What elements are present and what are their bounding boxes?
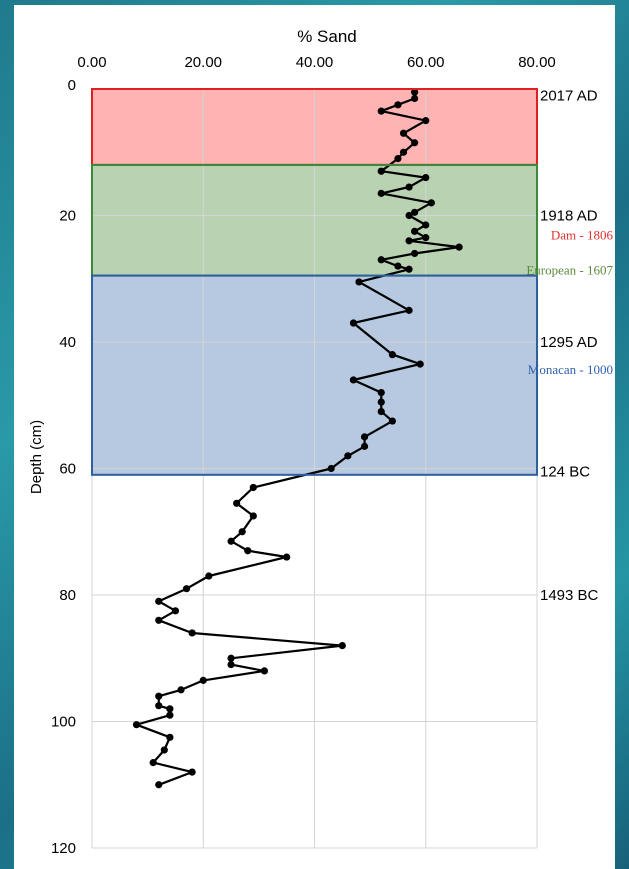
- series-line: [135, 92, 461, 786]
- data-point: [155, 702, 163, 710]
- data-point: [394, 154, 402, 163]
- data-point: [388, 351, 396, 359]
- data-point: [377, 107, 385, 115]
- data-point: [399, 129, 408, 137]
- y-tick-label: 60: [59, 461, 76, 478]
- data-point: [411, 208, 419, 216]
- data-point: [227, 654, 235, 662]
- data-point: [360, 433, 369, 441]
- x-tick-label: 80.00: [518, 54, 556, 71]
- sand-depth-chart: 0.00 20.00 40.00 60.00 80.00020406080100120 …: [28, 27, 613, 857]
- data-point: [411, 227, 419, 235]
- data-point: [182, 585, 191, 593]
- date-label: 124 BC: [540, 464, 590, 481]
- data-point: [149, 759, 157, 767]
- data-point: [411, 88, 419, 96]
- data-point: [344, 452, 352, 460]
- date-label: 1295 AD: [540, 334, 598, 351]
- data-point: [405, 183, 413, 191]
- data-point: [360, 442, 369, 450]
- x-tick-label: 0.00: [77, 54, 106, 71]
- event-label: European - 1607: [526, 263, 613, 278]
- data-point: [377, 389, 385, 397]
- data-point: [171, 607, 180, 615]
- data-point: [405, 211, 413, 220]
- y-tick-label: 20: [59, 208, 76, 225]
- data-point: [249, 483, 257, 492]
- y-tick-label: 80: [59, 587, 76, 604]
- x-tick-label: 60.00: [407, 54, 445, 71]
- zone-borders-layer: [91, 88, 538, 476]
- data-point: [155, 616, 163, 624]
- data-point: [411, 94, 419, 103]
- date-label: 2017 AD: [540, 87, 598, 104]
- data-point: [283, 553, 291, 561]
- data-point: [327, 464, 335, 473]
- data-point: [349, 376, 358, 384]
- data-point: [422, 173, 430, 182]
- data-point: [227, 660, 235, 669]
- data-point: [405, 237, 413, 245]
- data-point: [166, 733, 174, 741]
- data-point: [249, 512, 257, 520]
- data-point: [238, 528, 246, 536]
- data-point: [427, 199, 435, 207]
- data-point: [166, 711, 174, 719]
- y-axis-label: Depth (cm): [28, 420, 45, 494]
- data-point: [394, 101, 402, 109]
- y-tick-label: 0: [68, 77, 76, 94]
- data-point: [411, 139, 419, 147]
- data-point: [177, 686, 185, 694]
- zone-border-3: [91, 274, 538, 476]
- data-point: [377, 167, 385, 175]
- data-point: [166, 705, 174, 713]
- data-point: [338, 642, 346, 650]
- tick-labels-layer: 0.00 20.00 40.00 60.00 80.00 0 20 40 60 80 100 120: [51, 54, 556, 857]
- data-point: [188, 768, 196, 776]
- date-label: 1493 BC: [540, 587, 599, 604]
- data-point: [411, 249, 419, 258]
- annotation-layer: 2017 AD 1918 AD 1295 AD 124 BC 1493 BC Dam - …: [526, 87, 613, 604]
- data-point: [233, 499, 241, 507]
- data-point: [155, 692, 163, 700]
- data-point: [188, 629, 196, 637]
- data-point: [455, 243, 463, 251]
- data-point: [349, 319, 358, 327]
- data-point: [244, 547, 252, 555]
- y-tick-label: 40: [59, 334, 76, 351]
- data-point: [422, 234, 430, 242]
- data-point: [205, 572, 213, 580]
- data-layer: [132, 88, 463, 789]
- event-label: Dam - 1806: [551, 228, 614, 243]
- data-point: [416, 360, 424, 368]
- y-tick-label: 100: [51, 714, 76, 731]
- event-label: Monacan - 1000: [528, 362, 613, 377]
- data-point: [155, 781, 163, 789]
- data-point: [422, 117, 430, 125]
- x-tick-label: 20.00: [184, 54, 222, 71]
- data-point: [405, 306, 413, 314]
- data-point: [377, 407, 385, 416]
- data-point: [160, 746, 168, 754]
- data-point: [399, 148, 408, 156]
- data-point: [377, 398, 385, 406]
- data-point: [377, 189, 385, 197]
- data-point: [422, 221, 430, 229]
- data-point: [388, 417, 396, 425]
- data-point: [155, 597, 163, 605]
- date-label: 1918 AD: [540, 208, 598, 225]
- data-point: [260, 667, 269, 675]
- x-tick-label: 40.00: [296, 54, 334, 71]
- y-tick-label: 120: [51, 840, 76, 857]
- data-point: [394, 262, 402, 270]
- data-point: [355, 278, 363, 286]
- chart-title: % Sand: [297, 27, 357, 46]
- data-point: [377, 256, 385, 264]
- data-point: [199, 676, 207, 684]
- chart-panel: 0.00 20.00 40.00 60.00 80.00 0 20 40 60 80 100 120 …: [14, 5, 615, 869]
- data-point: [132, 721, 141, 729]
- data-point: [227, 537, 235, 545]
- data-point: [405, 265, 413, 273]
